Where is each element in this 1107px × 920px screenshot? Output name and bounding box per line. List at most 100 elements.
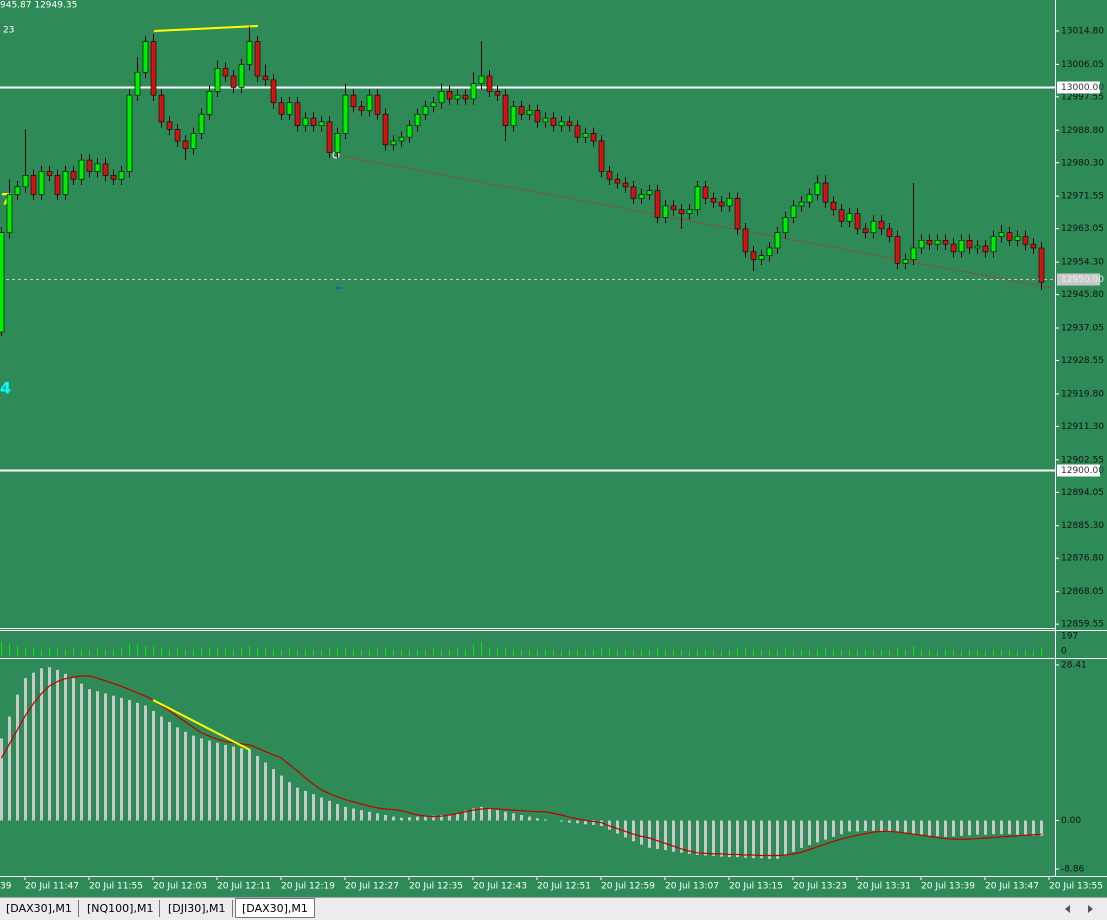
x-tick-label: 20 Jul 13:47 [985,882,1039,892]
candle-body [102,163,109,176]
volume-bar [57,648,58,656]
candle-body [22,175,29,188]
candle-body [878,220,885,230]
volume-bar [961,650,962,656]
candle-body [206,91,213,115]
volume-bar [457,648,458,656]
macd-bar [992,820,995,835]
volume-bar [977,650,978,656]
macd-bar [304,790,307,821]
candle-body [246,41,253,65]
candle-body [14,186,21,195]
volume-bar [785,648,786,656]
candle-body [806,194,813,203]
macd-bar [72,678,75,821]
candle-body [750,251,757,260]
macd-bar [560,820,563,822]
candle-body [582,133,589,138]
candle-body [934,240,941,245]
scroll-right[interactable] [1088,905,1093,913]
volume-bar [617,649,618,656]
volume-bar [897,648,898,656]
macd-bar [800,820,803,848]
macd-bar [344,806,347,821]
macd-bar [136,702,139,821]
candle-body [534,110,541,123]
volume-bar [881,649,882,656]
macd-bar [736,820,739,858]
macd-bar [584,820,587,825]
macd-bar [808,820,811,846]
candle-body [54,175,61,195]
macd-bar [200,738,203,821]
macd-bar [576,820,579,824]
scroll-left[interactable] [1065,905,1070,913]
volume-bar [537,649,538,656]
tab-bar: [DAX30],M1 [NQ100],M1 [DJI30],M1 [DAX30],M1 [0,897,1107,920]
candle-body [998,232,1005,237]
macd-bar [608,820,611,830]
volume-bar [569,649,570,656]
candle-body [158,94,165,123]
scroll-arrows[interactable] [1059,899,1099,919]
volume-bar [33,648,34,656]
volume-bar [97,648,98,656]
candle-body [910,247,917,260]
volume-bar [937,650,938,656]
volume-bar [289,648,290,656]
macd-bar [88,689,91,821]
candle-body [46,171,53,176]
macd-bar [32,672,35,821]
y-tick-label: 12937.05 [1061,324,1104,334]
volume-bar [25,647,26,656]
y-tick-label: 12868.05 [1061,587,1104,597]
volume-bar [257,647,258,656]
candle-body [454,94,461,100]
volume-bar [889,650,890,656]
candle-body [550,117,557,127]
candle-body [126,94,133,172]
volume-bar [353,649,354,656]
candle-body [1022,236,1029,245]
candle-body [862,228,869,233]
macd-bar [208,740,211,821]
trend-line [335,154,1053,289]
x-tick-label: 20 Jul 12:43 [473,882,527,892]
chart-tab[interactable]: [NQ100],M1 [81,900,161,917]
x-tick-label: 20 Jul 12:03 [153,882,207,892]
x-tick-label: 20 Jul 13:07 [665,882,719,892]
macd-bar [968,820,971,836]
macd-bar [24,678,27,821]
chart-tab[interactable]: [DJI30],M1 [162,900,233,917]
candle-body [726,198,733,207]
y-tick-label: 12911.30 [1061,422,1104,432]
volume-bar [777,649,778,656]
macd-bar [424,816,427,821]
chart-tab[interactable]: [DAX30],M1 [0,900,79,917]
volume-bar [657,648,658,656]
candle-body [310,117,317,127]
candle-body [542,117,549,123]
chart-tab[interactable]: [DAX30],M1 [235,898,315,918]
volume-bar [529,650,530,656]
candle-body [702,186,709,199]
candle-body [566,121,573,127]
macd-bar [56,669,59,821]
macd-bar [776,820,779,859]
macd-bar [1000,820,1003,835]
macd-bar [688,820,691,854]
volume-bar [577,650,578,656]
macd-bar [904,820,907,833]
candle-body [1030,243,1037,249]
volume-bar [1,642,2,656]
volume-bar [345,647,346,656]
volume-bar [129,643,130,656]
macd-bar [856,820,859,832]
macd-bar [296,787,299,821]
candle-body [502,94,509,127]
macd-bar [464,810,467,821]
candle-body [366,94,373,111]
volume-bar [401,650,402,656]
y-tick-label: 12876.80 [1061,554,1104,564]
